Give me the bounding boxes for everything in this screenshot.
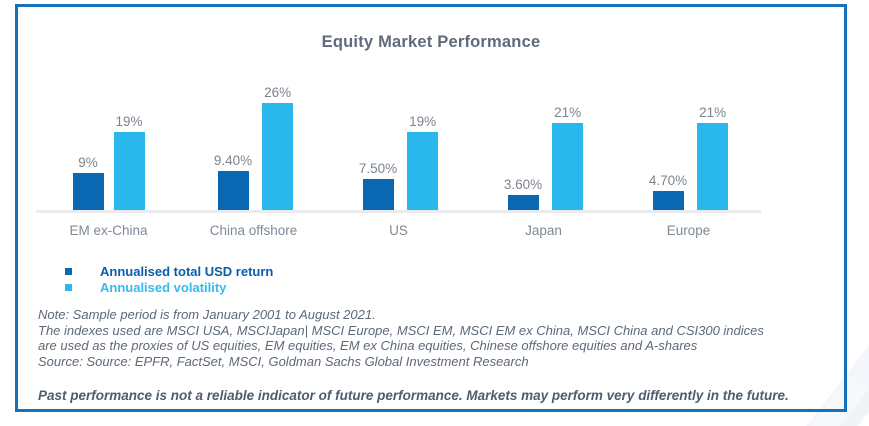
- legend-item-volatility: Annualised volatility: [65, 279, 273, 295]
- x-axis-label: US: [389, 223, 408, 238]
- legend: Annualised total USD return Annualised v…: [65, 263, 273, 295]
- bar-volatility: [407, 132, 439, 210]
- note-line: are used as the proxies of US equities, …: [38, 338, 698, 353]
- chart-title: Equity Market Performance: [321, 33, 541, 51]
- chart-notes: Note: Sample period is from January 2001…: [38, 307, 838, 369]
- bar-volatility: [697, 123, 729, 210]
- bar-column-return: 3.60%: [504, 177, 542, 210]
- bar-return: [507, 195, 539, 210]
- bar-value-label: 9%: [78, 155, 98, 170]
- note-line: Source: Source: EPFR, FactSet, MSCI, Gol…: [38, 353, 529, 369]
- bar-volatility: [113, 132, 145, 210]
- x-axis-label: Japan: [525, 223, 562, 238]
- note-line: The indexes used are MSCI USA, MSCIJapan…: [38, 322, 764, 338]
- bar-value-label: 19%: [409, 114, 437, 129]
- bar-chart: 9% 19% 9.40% 26% 7.50% 19% 3.60% 21% 4.70% 21%: [36, 63, 761, 210]
- bar-volatility: [262, 103, 294, 210]
- bar-return: [362, 179, 394, 210]
- bar-group: 4.70% 21%: [616, 63, 761, 210]
- bar-column-return: 4.70%: [649, 173, 687, 210]
- bar-value-label: 9.40%: [213, 153, 253, 168]
- bar-group: 9% 19%: [36, 63, 181, 210]
- bar-value-label: 21%: [554, 105, 582, 120]
- bar-column-volatility: 19%: [407, 114, 439, 210]
- bar-column-return: 7.50%: [359, 161, 397, 210]
- bar-return: [217, 171, 249, 210]
- x-axis-label: Europe: [666, 223, 711, 238]
- legend-item-return: Annualised total USD return: [65, 263, 273, 279]
- bar-value-label: 26%: [264, 85, 292, 100]
- disclaimer: Past performance is not a reliable indic…: [38, 388, 789, 403]
- bar-value-label: 4.70%: [648, 173, 688, 188]
- bar-return: [72, 173, 104, 210]
- legend-label-volatility: Annualised volatility: [100, 279, 227, 295]
- bar-column-volatility: 26%: [262, 85, 294, 210]
- legend-label-return: Annualised total USD return: [100, 263, 274, 279]
- bar-column-volatility: 21%: [552, 105, 584, 210]
- legend-swatch-return-icon: [65, 267, 72, 275]
- bar-value-label: 19%: [115, 114, 143, 129]
- bar-value-label: 3.60%: [503, 177, 543, 192]
- note-line: Note: Sample period is from January 2001…: [38, 307, 376, 322]
- x-axis-labels: EM ex-China China offshore US Japan Europe: [36, 223, 761, 241]
- x-axis-label: EM ex-China: [69, 223, 148, 238]
- bar-column-volatility: 21%: [697, 105, 729, 210]
- x-axis-label: China offshore: [209, 223, 298, 238]
- bar-volatility: [552, 123, 584, 210]
- bar-group: 7.50% 19%: [326, 63, 471, 210]
- bar-value-label: 21%: [699, 105, 727, 120]
- bar-group: 9.40% 26%: [181, 63, 326, 210]
- bar-return: [652, 191, 684, 210]
- chart-card: Equity Market Performance 9% 19% 9.40% 26% 7…: [15, 4, 847, 412]
- x-axis-line: [36, 210, 761, 213]
- legend-swatch-volatility-icon: [65, 283, 72, 291]
- bar-column-volatility: 19%: [113, 114, 145, 210]
- bar-column-return: 9.40%: [214, 153, 252, 210]
- bar-group: 3.60% 21%: [471, 63, 616, 210]
- bar-value-label: 7.50%: [358, 161, 398, 176]
- bar-column-return: 9%: [72, 155, 104, 210]
